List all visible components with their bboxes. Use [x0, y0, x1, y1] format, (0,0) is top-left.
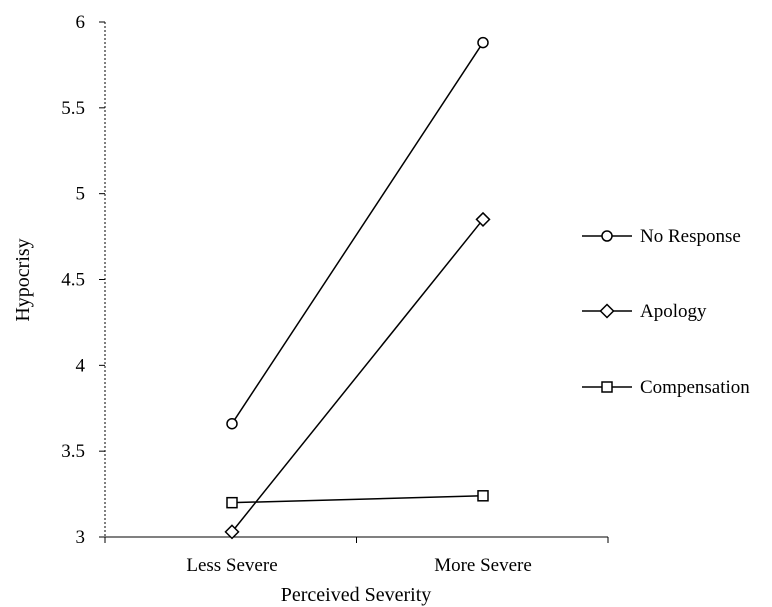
data-point-2-0 — [226, 496, 238, 509]
data-point-2-1 — [477, 490, 489, 502]
axes — [104, 22, 608, 538]
series-lines — [231, 42, 484, 533]
y-tick-label: 5 — [76, 184, 86, 205]
y-ticks: 3 3.5 4 4.5 5 5.5 6 — [61, 12, 105, 548]
legend-marker-0 — [601, 230, 613, 242]
series-line-0 — [231, 42, 484, 425]
x-axis-title: Perceived Severity — [281, 584, 432, 606]
y-tick-label: 3 — [76, 527, 86, 548]
y-tick-label: 4 — [76, 355, 86, 376]
data-point-0-0 — [226, 417, 238, 430]
y-axis-title: Hypocrisy — [12, 238, 34, 321]
data-point-0-1 — [477, 36, 489, 49]
legend: No Response Apology Compensation — [582, 226, 750, 398]
y-tick-label: 4.5 — [61, 270, 85, 291]
data-point-1-0 — [224, 524, 240, 540]
series-line-2 — [231, 495, 484, 504]
legend-marker-1 — [599, 303, 615, 319]
legend-label: Apology — [640, 301, 707, 322]
series-markers — [224, 36, 491, 540]
y-tick-label: 6 — [76, 12, 86, 33]
legend-marker-2 — [601, 381, 613, 393]
y-tick-label: 5.5 — [61, 98, 85, 119]
x-tick-label: More Severe — [434, 555, 532, 576]
x-ticks: Less Severe More Severe — [104, 537, 609, 576]
series-line-1 — [231, 218, 484, 533]
y-tick-label: 3.5 — [61, 441, 85, 462]
x-tick-label: Less Severe — [186, 555, 277, 576]
legend-label: No Response — [640, 226, 741, 247]
legend-label: Compensation — [640, 377, 750, 398]
data-point-1-1 — [475, 211, 491, 227]
